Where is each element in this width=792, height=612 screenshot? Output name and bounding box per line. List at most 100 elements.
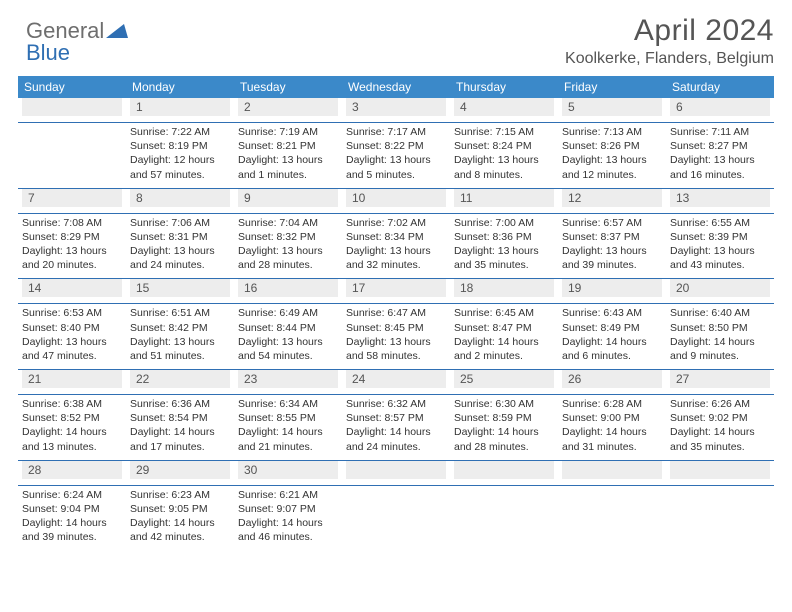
day-cell: Sunrise: 7:04 AMSunset: 8:32 PMDaylight:… xyxy=(234,213,342,279)
day-details: Sunrise: 7:22 AMSunset: 8:19 PMDaylight:… xyxy=(130,123,230,182)
day-cell: Sunrise: 6:57 AMSunset: 8:37 PMDaylight:… xyxy=(558,213,666,279)
weekday-header: Monday xyxy=(126,76,234,98)
day-cell: Sunrise: 7:19 AMSunset: 8:21 PMDaylight:… xyxy=(234,123,342,189)
page-header: General Blue April 2024 Koolkerke, Fland… xyxy=(18,14,774,68)
weekday-header: Thursday xyxy=(450,76,558,98)
sunset-text: Sunset: 8:45 PM xyxy=(346,321,446,335)
daylight-text: and 58 minutes. xyxy=(346,349,446,363)
day-cell: Sunrise: 6:53 AMSunset: 8:40 PMDaylight:… xyxy=(18,304,126,370)
daynum-row: 282930 xyxy=(18,460,774,485)
day-cell xyxy=(450,485,558,550)
daylight-text: Daylight: 13 hours xyxy=(22,335,122,349)
day-number: 9 xyxy=(238,189,338,207)
sunset-text: Sunset: 8:21 PM xyxy=(238,139,338,153)
day-details: Sunrise: 7:06 AMSunset: 8:31 PMDaylight:… xyxy=(130,214,230,273)
daylight-text: Daylight: 14 hours xyxy=(238,516,338,530)
sunset-text: Sunset: 8:34 PM xyxy=(346,230,446,244)
daylight-text: and 28 minutes. xyxy=(454,440,554,454)
day-details: Sunrise: 7:13 AMSunset: 8:26 PMDaylight:… xyxy=(562,123,662,182)
sunrise-text: Sunrise: 6:51 AM xyxy=(130,306,230,320)
daylight-text: Daylight: 13 hours xyxy=(670,153,770,167)
day-number: 10 xyxy=(346,189,446,207)
day-number: 1 xyxy=(130,98,230,116)
daylight-text: and 24 minutes. xyxy=(346,440,446,454)
day-details: Sunrise: 6:57 AMSunset: 8:37 PMDaylight:… xyxy=(562,214,662,273)
daylight-text: and 46 minutes. xyxy=(238,530,338,544)
calendar-table: SundayMondayTuesdayWednesdayThursdayFrid… xyxy=(18,76,774,550)
sunset-text: Sunset: 8:59 PM xyxy=(454,411,554,425)
daylight-text: and 12 minutes. xyxy=(562,168,662,182)
day-number: 14 xyxy=(22,279,122,297)
daylight-text: Daylight: 14 hours xyxy=(130,425,230,439)
day-details: Sunrise: 6:49 AMSunset: 8:44 PMDaylight:… xyxy=(238,304,338,363)
day-details: Sunrise: 6:55 AMSunset: 8:39 PMDaylight:… xyxy=(670,214,770,273)
daynum-row: 123456 xyxy=(18,98,774,123)
day-details: Sunrise: 6:45 AMSunset: 8:47 PMDaylight:… xyxy=(454,304,554,363)
day-number xyxy=(346,461,446,479)
day-number: 25 xyxy=(454,370,554,388)
day-number: 7 xyxy=(22,189,122,207)
daylight-text: and 20 minutes. xyxy=(22,258,122,272)
sunset-text: Sunset: 8:52 PM xyxy=(22,411,122,425)
day-details: Sunrise: 6:47 AMSunset: 8:45 PMDaylight:… xyxy=(346,304,446,363)
daylight-text: Daylight: 13 hours xyxy=(454,244,554,258)
sunrise-text: Sunrise: 6:30 AM xyxy=(454,397,554,411)
sunrise-text: Sunrise: 7:06 AM xyxy=(130,216,230,230)
sunrise-text: Sunrise: 6:57 AM xyxy=(562,216,662,230)
day-number: 11 xyxy=(454,189,554,207)
daylight-text: Daylight: 13 hours xyxy=(454,153,554,167)
day-number xyxy=(562,461,662,479)
sunset-text: Sunset: 8:39 PM xyxy=(670,230,770,244)
daynum-row: 14151617181920 xyxy=(18,279,774,304)
daylight-text: and 54 minutes. xyxy=(238,349,338,363)
location-text: Koolkerke, Flanders, Belgium xyxy=(565,50,774,68)
day-details: Sunrise: 7:15 AMSunset: 8:24 PMDaylight:… xyxy=(454,123,554,182)
day-cell: Sunrise: 7:02 AMSunset: 8:34 PMDaylight:… xyxy=(342,213,450,279)
daynum-row: 21222324252627 xyxy=(18,370,774,395)
brand-text: General Blue xyxy=(26,20,128,64)
day-details: Sunrise: 7:02 AMSunset: 8:34 PMDaylight:… xyxy=(346,214,446,273)
day-details: Sunrise: 6:34 AMSunset: 8:55 PMDaylight:… xyxy=(238,395,338,454)
week-row: Sunrise: 6:38 AMSunset: 8:52 PMDaylight:… xyxy=(18,395,774,461)
brand-logo: General Blue xyxy=(18,14,128,64)
week-row: Sunrise: 6:53 AMSunset: 8:40 PMDaylight:… xyxy=(18,304,774,370)
day-cell: Sunrise: 6:55 AMSunset: 8:39 PMDaylight:… xyxy=(666,213,774,279)
sunset-text: Sunset: 8:27 PM xyxy=(670,139,770,153)
sunset-text: Sunset: 8:31 PM xyxy=(130,230,230,244)
day-cell: Sunrise: 7:13 AMSunset: 8:26 PMDaylight:… xyxy=(558,123,666,189)
day-number: 24 xyxy=(346,370,446,388)
day-number: 29 xyxy=(130,461,230,479)
week-row: Sunrise: 7:22 AMSunset: 8:19 PMDaylight:… xyxy=(18,123,774,189)
day-number: 5 xyxy=(562,98,662,116)
weekday-header: Sunday xyxy=(18,76,126,98)
sunrise-text: Sunrise: 6:43 AM xyxy=(562,306,662,320)
day-number: 18 xyxy=(454,279,554,297)
daylight-text: Daylight: 14 hours xyxy=(130,516,230,530)
day-number: 16 xyxy=(238,279,338,297)
daylight-text: Daylight: 14 hours xyxy=(238,425,338,439)
daylight-text: Daylight: 13 hours xyxy=(562,244,662,258)
day-details: Sunrise: 6:36 AMSunset: 8:54 PMDaylight:… xyxy=(130,395,230,454)
sunset-text: Sunset: 9:05 PM xyxy=(130,502,230,516)
day-number: 28 xyxy=(22,461,122,479)
sunrise-text: Sunrise: 7:00 AM xyxy=(454,216,554,230)
daylight-text: and 47 minutes. xyxy=(22,349,122,363)
day-cell xyxy=(666,485,774,550)
daylight-text: and 35 minutes. xyxy=(670,440,770,454)
sunrise-text: Sunrise: 6:34 AM xyxy=(238,397,338,411)
daylight-text: and 43 minutes. xyxy=(670,258,770,272)
sunrise-text: Sunrise: 6:45 AM xyxy=(454,306,554,320)
sunrise-text: Sunrise: 7:17 AM xyxy=(346,125,446,139)
daylight-text: and 17 minutes. xyxy=(130,440,230,454)
day-cell: Sunrise: 6:51 AMSunset: 8:42 PMDaylight:… xyxy=(126,304,234,370)
daylight-text: Daylight: 14 hours xyxy=(346,425,446,439)
daylight-text: Daylight: 14 hours xyxy=(562,425,662,439)
daylight-text: Daylight: 13 hours xyxy=(562,153,662,167)
day-cell: Sunrise: 6:32 AMSunset: 8:57 PMDaylight:… xyxy=(342,395,450,461)
weekday-header-row: SundayMondayTuesdayWednesdayThursdayFrid… xyxy=(18,76,774,98)
day-cell: Sunrise: 6:36 AMSunset: 8:54 PMDaylight:… xyxy=(126,395,234,461)
day-cell xyxy=(558,485,666,550)
triangle-icon xyxy=(106,20,128,42)
day-number: 20 xyxy=(670,279,770,297)
day-number: 17 xyxy=(346,279,446,297)
